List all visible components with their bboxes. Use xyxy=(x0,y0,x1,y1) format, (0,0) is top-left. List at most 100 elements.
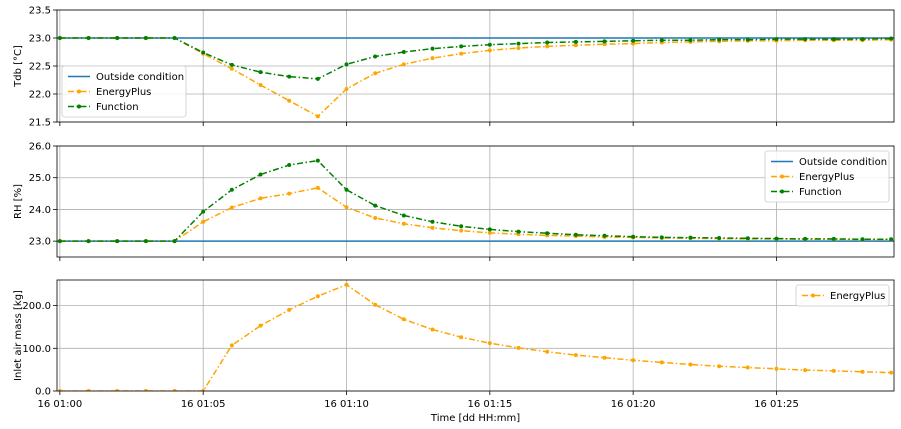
legend-marker xyxy=(780,189,784,194)
data-point xyxy=(516,41,521,46)
data-point xyxy=(459,228,464,233)
y-tick-label: 23.0 xyxy=(29,237,51,248)
data-point xyxy=(545,349,550,354)
data-point xyxy=(545,231,550,236)
data-point xyxy=(717,37,722,42)
data-point xyxy=(287,74,292,79)
data-point xyxy=(831,368,836,373)
y-tick-label: 22.5 xyxy=(29,62,51,73)
legend-marker xyxy=(77,89,81,94)
data-point xyxy=(659,235,664,240)
series-line xyxy=(59,37,892,118)
data-point xyxy=(516,229,521,234)
data-point xyxy=(631,41,636,46)
data-point xyxy=(803,37,808,42)
x-tick-label: 16 01:25 xyxy=(754,399,799,410)
legend-box xyxy=(61,65,187,118)
y-tick-label: 22.0 xyxy=(29,90,51,101)
y-axis-label: RH [%] xyxy=(13,184,24,219)
data-point xyxy=(258,196,263,201)
data-point xyxy=(487,341,492,346)
data-point xyxy=(430,225,435,230)
legend: Outside condition EnergyPlus Function xyxy=(764,150,890,203)
data-point xyxy=(889,370,894,375)
x-axis-label: Time [dd HH:mm] xyxy=(430,413,520,424)
legend: EnergyPlus xyxy=(795,284,890,307)
data-point xyxy=(459,224,464,229)
data-point xyxy=(344,282,349,287)
data-point xyxy=(57,239,62,244)
legend-label: EnergyPlus xyxy=(830,291,885,302)
data-point xyxy=(315,158,320,163)
data-point xyxy=(459,51,464,56)
x-tick-label: 16 01:15 xyxy=(467,399,512,410)
data-point xyxy=(86,36,91,40)
series-function xyxy=(57,158,894,244)
legend-marker xyxy=(811,293,815,298)
data-point xyxy=(487,227,492,232)
data-point xyxy=(143,389,148,391)
data-point xyxy=(401,317,406,322)
data-point xyxy=(287,307,292,312)
legend-box xyxy=(795,284,890,307)
data-point xyxy=(258,172,263,177)
data-point xyxy=(860,369,865,374)
data-point xyxy=(115,36,120,40)
y-axis-label: Tdb [°C] xyxy=(13,45,24,88)
legend-label: EnergyPlus xyxy=(799,172,854,183)
data-point xyxy=(401,62,406,67)
legend-marker xyxy=(780,174,784,179)
data-point xyxy=(573,232,578,237)
y-tick-label: 25.0 xyxy=(29,173,51,184)
data-point xyxy=(201,50,206,55)
data-point xyxy=(573,43,578,48)
data-point xyxy=(287,191,292,196)
x-tick-label: 16 01:00 xyxy=(37,399,82,410)
data-point xyxy=(115,239,120,244)
y-tick-label: 26.0 xyxy=(29,142,51,153)
data-point xyxy=(115,389,120,391)
data-point xyxy=(803,236,808,241)
data-point xyxy=(602,39,607,44)
legend-box xyxy=(764,150,890,203)
data-point xyxy=(344,86,349,91)
data-point xyxy=(229,205,234,210)
data-point xyxy=(315,185,320,190)
data-point xyxy=(229,187,234,192)
data-point xyxy=(831,236,836,241)
y-tick-label: 0.0 xyxy=(35,387,51,398)
data-point xyxy=(344,62,349,67)
data-point xyxy=(373,203,378,208)
data-point xyxy=(430,46,435,51)
data-point xyxy=(659,360,664,365)
series-energyplus xyxy=(57,282,894,391)
data-point xyxy=(745,365,750,370)
data-point xyxy=(889,237,894,242)
data-point xyxy=(258,70,263,75)
data-point xyxy=(315,294,320,299)
data-point xyxy=(659,38,664,43)
x-tick-label: 16 01:20 xyxy=(611,399,656,410)
data-point xyxy=(373,215,378,220)
data-point xyxy=(745,37,750,42)
data-point xyxy=(631,234,636,239)
data-point xyxy=(459,335,464,340)
axes-frame xyxy=(56,279,895,392)
y-tick-label: 21.5 xyxy=(29,118,51,129)
data-point xyxy=(229,66,234,71)
data-point xyxy=(602,42,607,47)
series-line xyxy=(59,37,892,80)
data-point xyxy=(344,187,349,192)
data-point xyxy=(143,239,148,244)
data-point xyxy=(258,323,263,328)
data-point xyxy=(229,62,234,67)
data-point xyxy=(573,353,578,358)
data-point xyxy=(745,236,750,241)
panel-1: 21.5 22.0 22.5 23.0 23.5 Tdb [°C] Outside cond… xyxy=(13,6,895,129)
data-point xyxy=(315,114,320,119)
data-point xyxy=(401,213,406,218)
axes-frame xyxy=(56,145,895,258)
data-point xyxy=(201,389,206,391)
data-point xyxy=(143,36,148,40)
data-point xyxy=(545,44,550,49)
